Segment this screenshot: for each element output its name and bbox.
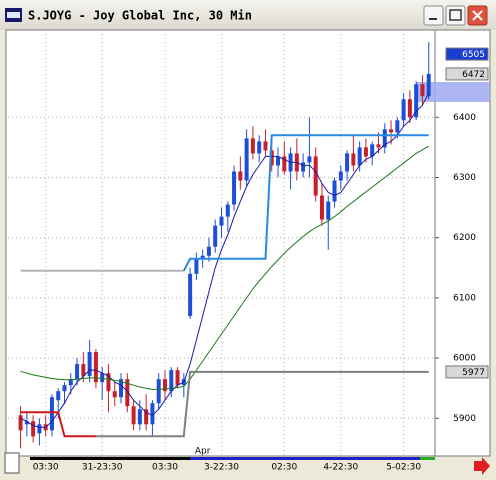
candle-body: [144, 409, 149, 425]
candle-body: [407, 99, 412, 118]
x-tick-label: 5-02:30: [386, 463, 421, 473]
y-tick-label: 6300: [453, 173, 476, 183]
window-title: S.JOYG - Joy Global Inc, 30 Min: [28, 9, 252, 23]
annotation: Apr: [195, 447, 211, 457]
candle-body: [263, 141, 268, 151]
price-marker-label: 6505: [462, 50, 485, 60]
candle-body: [200, 255, 205, 259]
candle-body: [250, 138, 255, 154]
candle-body: [326, 201, 331, 220]
candle-body: [37, 424, 42, 434]
candle-body: [213, 225, 218, 247]
candle-body: [414, 84, 419, 118]
candle-body: [56, 391, 61, 401]
candle-body: [219, 216, 224, 226]
candle-body: [276, 156, 281, 166]
candle-body: [87, 352, 92, 377]
maximize-button[interactable]: [445, 5, 466, 26]
title-bar: [0, 0, 496, 30]
price-marker: [445, 67, 489, 81]
candle-body: [119, 379, 124, 398]
price-marker-label: 5977: [462, 368, 485, 378]
candle-body: [363, 147, 368, 157]
candle-body: [319, 195, 324, 220]
minimize-button[interactable]: [423, 5, 444, 26]
candle-body: [332, 180, 337, 202]
overlay-line: [95, 370, 429, 438]
overlay-line: [20, 411, 96, 438]
candle-body: [62, 385, 67, 392]
candle-body: [49, 397, 54, 431]
scroll-box[interactable]: [4, 452, 20, 474]
candle-body: [125, 379, 130, 407]
candle-body: [351, 153, 356, 166]
y-tick-label: 6400: [453, 113, 476, 123]
candle-body: [269, 150, 274, 166]
selection-highlight: [416, 82, 490, 102]
candle-body: [188, 273, 193, 316]
candle-body: [156, 379, 161, 404]
overlay-line: [182, 134, 429, 272]
candle-body: [81, 364, 86, 377]
x-tick-label: 03:30: [33, 463, 59, 473]
candle-body: [100, 373, 105, 383]
candle-body: [137, 409, 142, 425]
y-tick-label: 6100: [453, 293, 476, 303]
x-tick-label: 3-22:30: [204, 463, 239, 473]
candle-body: [307, 156, 312, 163]
y-tick-label: 6000: [453, 354, 476, 364]
candle-body: [169, 370, 174, 392]
scroll-right-arrow[interactable]: [474, 457, 490, 475]
app-icon: [5, 8, 22, 22]
candle-body: [162, 379, 167, 392]
candle-body: [389, 129, 394, 133]
candle-body: [31, 421, 36, 437]
price-marker-label: 6472: [462, 70, 485, 80]
y-tick-label: 6200: [453, 233, 476, 243]
candle-body: [282, 156, 287, 172]
candle-body: [206, 246, 211, 256]
candle-body: [426, 73, 431, 97]
price-marker: [445, 365, 489, 379]
time-axis-bar: [30, 457, 435, 460]
candle-body: [194, 258, 199, 274]
candle-body: [238, 171, 243, 181]
candle-body: [150, 403, 155, 425]
candle-body: [225, 204, 230, 217]
overlay-line: [20, 145, 429, 390]
candle-body: [420, 84, 425, 97]
candle-body: [93, 352, 98, 383]
overlay-line: [20, 92, 430, 428]
x-tick-label: 4-22:30: [323, 463, 358, 473]
candle-body: [18, 415, 23, 431]
candle-body: [338, 171, 343, 181]
x-tick-label: 31-23:30: [82, 463, 123, 473]
candle-body: [370, 144, 375, 157]
candle-body: [345, 153, 350, 172]
candle-body: [301, 162, 306, 172]
candle-body: [257, 141, 262, 154]
price-marker: [445, 47, 489, 61]
candle-body: [313, 156, 318, 196]
candle-body: [112, 391, 117, 398]
candle-body: [232, 171, 237, 205]
candle-body: [75, 364, 80, 380]
candle-body: [376, 144, 381, 148]
candle-body: [395, 120, 400, 133]
candle-body: [401, 99, 406, 121]
candle-body: [357, 147, 362, 166]
candle-body: [244, 138, 249, 181]
x-tick-label: 03:30: [152, 463, 178, 473]
x-tick-label: 02:30: [271, 463, 297, 473]
y-tick-label: 5900: [453, 414, 476, 424]
candle-body: [24, 421, 29, 425]
candle-body: [175, 370, 180, 386]
candle-body: [106, 373, 111, 392]
candle-body: [382, 129, 387, 148]
close-button[interactable]: [467, 5, 488, 26]
candle-body: [68, 379, 73, 386]
candle-body: [131, 406, 136, 425]
